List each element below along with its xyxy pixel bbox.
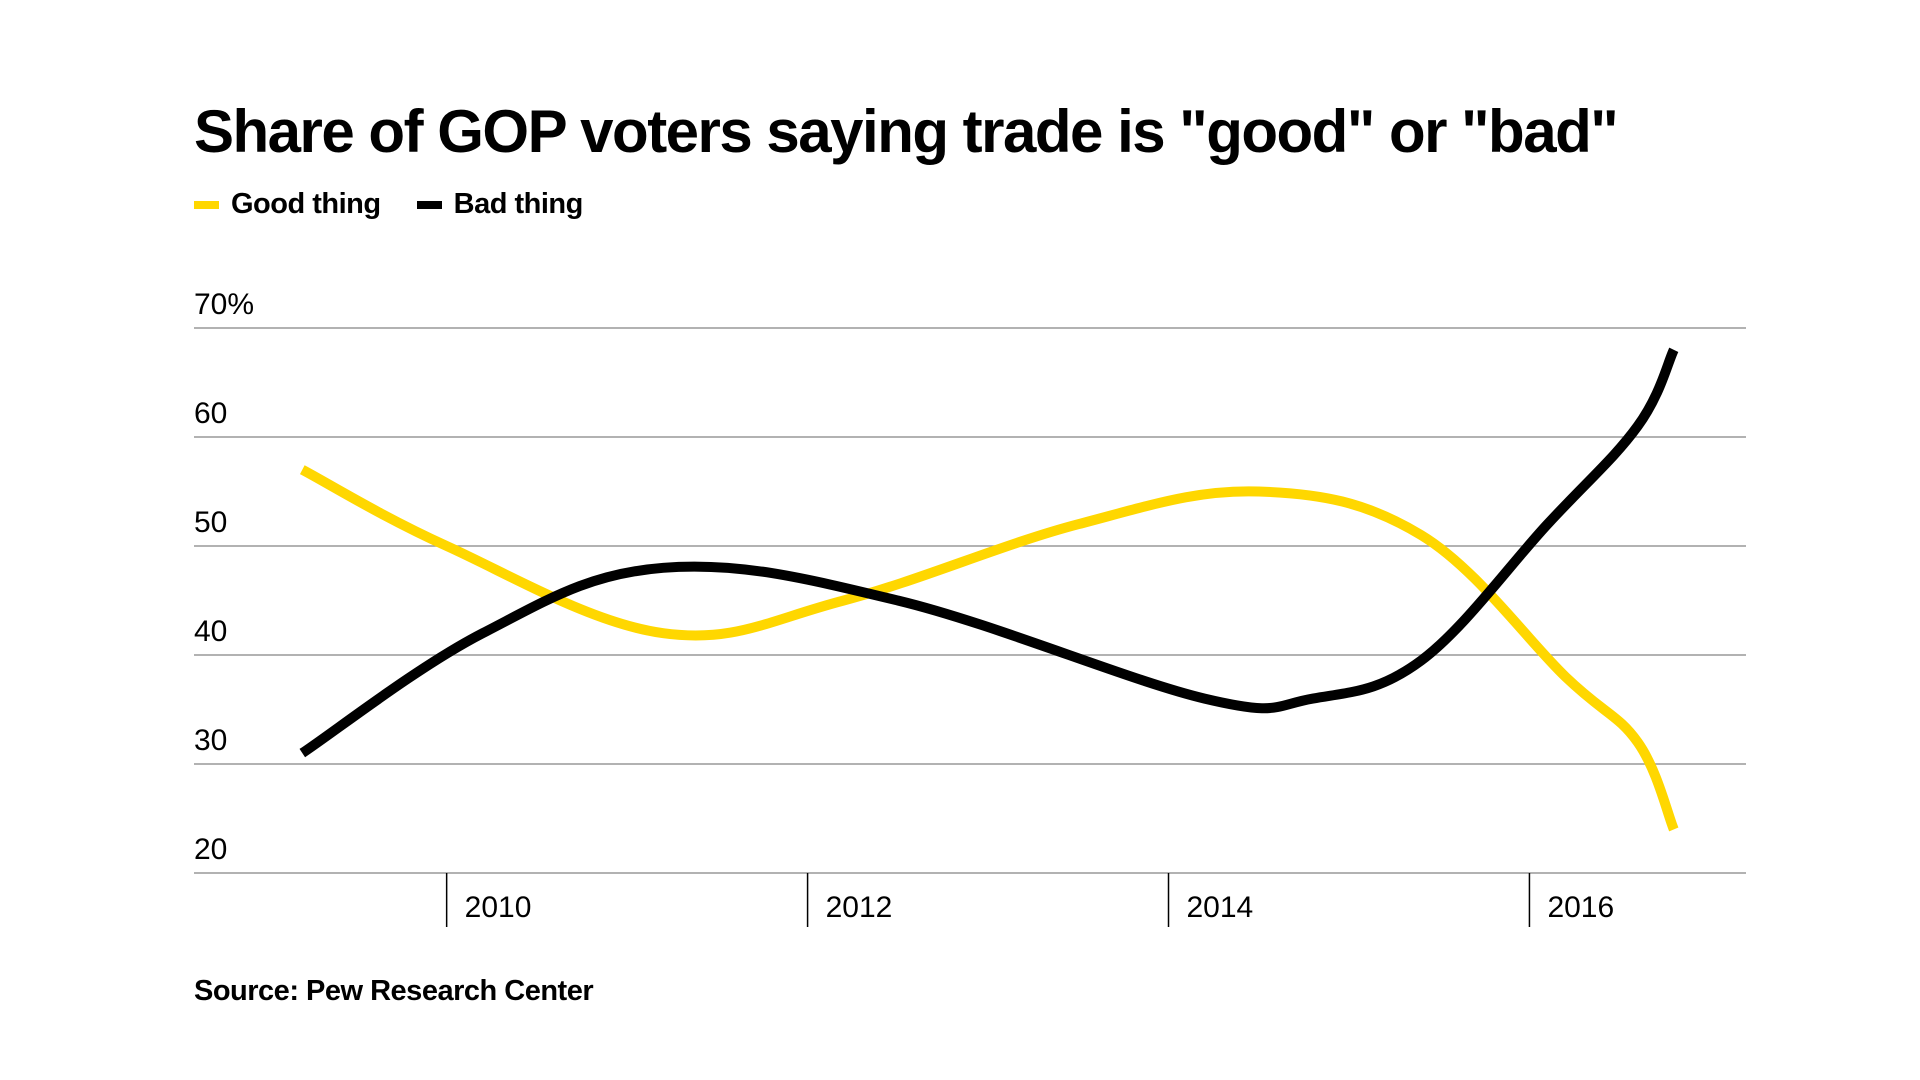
legend-label-good: Good thing	[231, 188, 381, 220]
legend-swatch-good	[194, 200, 219, 209]
y-tick-label-60: 60	[194, 397, 227, 430]
chart-title: Share of GOP voters saying trade is "goo…	[194, 98, 1619, 165]
y-tick-label-20: 20	[194, 833, 227, 866]
y-tick-label-50: 50	[194, 506, 227, 539]
legend-label-bad: Bad thing	[453, 188, 584, 220]
y-tick-label-70: 70%	[194, 288, 254, 321]
legend-swatch-bad	[416, 200, 442, 209]
x-tick-label-2012: 2012	[826, 891, 893, 924]
x-tick-label-2016: 2016	[1547, 891, 1614, 924]
x-tick-label-2010: 2010	[465, 891, 532, 924]
x-tick-label-2014: 2014	[1187, 891, 1254, 924]
y-tick-label-40: 40	[194, 615, 227, 648]
legend-item-bad: Bad thing	[416, 188, 584, 221]
y-tick-label-30: 30	[194, 724, 227, 757]
legend-item-good: Good thing	[194, 188, 381, 221]
source-note: Source: Pew Research Center	[194, 975, 594, 1007]
series-line-bad-thing	[299, 347, 1679, 758]
series-line-good-thing	[299, 465, 1679, 832]
legend: Good thing Bad thing	[194, 188, 583, 221]
